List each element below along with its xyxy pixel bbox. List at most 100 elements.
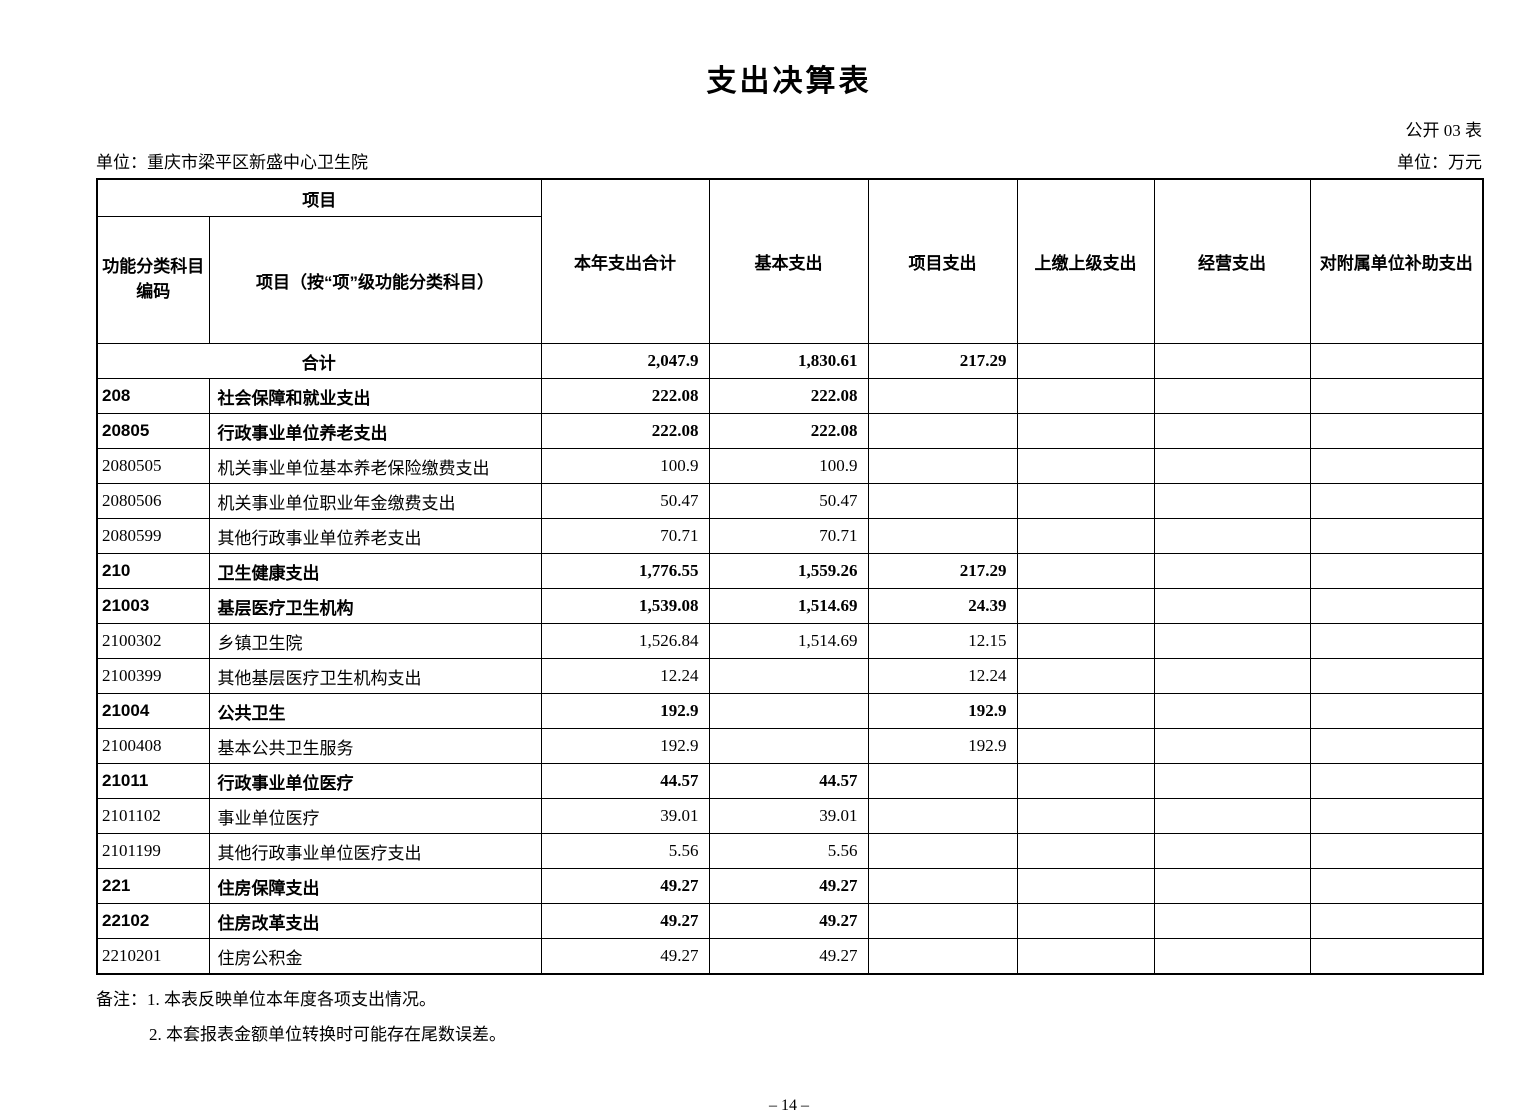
- cell-operating: [1153, 693, 1311, 729]
- cell-subsidy: [1309, 483, 1484, 519]
- cell-basic: 70.71: [708, 518, 869, 554]
- cell-upper: [1016, 378, 1155, 414]
- cell-total: 1,526.84: [540, 623, 710, 659]
- cell-upper: [1016, 798, 1155, 834]
- cell-total: 192.9: [540, 728, 710, 764]
- cell-total: 1,776.55: [540, 553, 710, 589]
- header-project-group: 项目: [96, 178, 542, 217]
- cell-upper: [1016, 483, 1155, 519]
- cell-project: [867, 483, 1018, 519]
- cell-total: 2,047.9: [540, 343, 710, 379]
- cell-total: 49.27: [540, 868, 710, 904]
- cell-upper: [1016, 903, 1155, 939]
- cell-subsidy: [1309, 938, 1484, 975]
- cell-subsidy: [1309, 868, 1484, 904]
- table-row: 21004 公共卫生 192.9 192.9: [96, 693, 1484, 729]
- cell-project: 217.29: [867, 343, 1018, 379]
- table-row: 21003 基层医疗卫生机构 1,539.08 1,514.69 24.39: [96, 588, 1484, 624]
- cell-subsidy: [1309, 763, 1484, 799]
- cell-project: 192.9: [867, 693, 1018, 729]
- unit-row: 单位：重庆市梁平区新盛中心卫生院 单位：万元: [96, 148, 1482, 173]
- table-row: 2101199 其他行政事业单位医疗支出 5.56 5.56: [96, 833, 1484, 869]
- cell-upper: [1016, 763, 1155, 799]
- cell-project: [867, 518, 1018, 554]
- cell-total: 1,539.08: [540, 588, 710, 624]
- cell-project: 12.24: [867, 658, 1018, 694]
- cell-code: 2080506: [96, 483, 210, 519]
- cell-basic: 49.27: [708, 868, 869, 904]
- table-row: 2101102 事业单位医疗 39.01 39.01: [96, 798, 1484, 834]
- cell-subsidy: [1309, 588, 1484, 624]
- header-col-total: 本年支出合计: [540, 178, 710, 344]
- cell-operating: [1153, 378, 1311, 414]
- header-col-operating: 经营支出: [1153, 178, 1311, 344]
- cell-upper: [1016, 728, 1155, 764]
- cell-operating: [1153, 903, 1311, 939]
- table-row: 221 住房保障支出 49.27 49.27: [96, 868, 1484, 904]
- expenditure-table: 项目 本年支出合计 基本支出 项目支出 上缴上级支出 经营支出 对附属单位补助支…: [96, 178, 1484, 975]
- cell-total: 100.9: [540, 448, 710, 484]
- cell-basic: 100.9: [708, 448, 869, 484]
- cell-code: 22102: [96, 903, 210, 939]
- cell-total: 50.47: [540, 483, 710, 519]
- cell-code: 221: [96, 868, 210, 904]
- header-col-project-exp: 项目支出: [867, 178, 1018, 344]
- cell-project: [867, 833, 1018, 869]
- cell-operating: [1153, 728, 1311, 764]
- header-col-code: 功能分类科目 编码: [96, 216, 210, 344]
- table-row: 2080506 机关事业单位职业年金缴费支出 50.47 50.47: [96, 483, 1484, 519]
- cell-upper: [1016, 448, 1155, 484]
- cell-upper: [1016, 553, 1155, 589]
- cell-basic: [708, 693, 869, 729]
- cell-upper: [1016, 518, 1155, 554]
- cell-name: 行政事业单位医疗: [208, 763, 542, 799]
- note-line-2: 2. 本套报表金额单位转换时可能存在尾数误差。: [149, 1024, 506, 1044]
- cell-operating: [1153, 413, 1311, 449]
- cell-name: 其他基层医疗卫生机构支出: [208, 658, 542, 694]
- cell-total: 12.24: [540, 658, 710, 694]
- cell-name: 公共卫生: [208, 693, 542, 729]
- cell-operating: [1153, 448, 1311, 484]
- header-col-project-detail: 项目（按“项”级功能分类科目）: [208, 216, 542, 344]
- cell-code: 2100302: [96, 623, 210, 659]
- cell-upper: [1016, 693, 1155, 729]
- cell-project: 217.29: [867, 553, 1018, 589]
- cell-operating: [1153, 588, 1311, 624]
- unit-measure-label: 单位：万元: [1397, 153, 1482, 172]
- header-row-2: 功能分类科目 编码 项目（按“项”级功能分类科目）: [96, 216, 1483, 344]
- cell-total: 39.01: [540, 798, 710, 834]
- cell-code: 210: [96, 553, 210, 589]
- table-row: 2080505 机关事业单位基本养老保险缴费支出 100.9 100.9: [96, 448, 1484, 484]
- table-row: 2100399 其他基层医疗卫生机构支出 12.24 12.24: [96, 658, 1484, 694]
- cell-total: 49.27: [540, 903, 710, 939]
- cell-code: 208: [96, 378, 210, 414]
- table-row: 22102 住房改革支出 49.27 49.27: [96, 903, 1484, 939]
- cell-code: 2100408: [96, 728, 210, 764]
- cell-operating: [1153, 343, 1311, 379]
- cell-subsidy: [1309, 798, 1484, 834]
- cell-upper: [1016, 938, 1155, 975]
- cell-subsidy: [1309, 623, 1484, 659]
- cell-basic: 39.01: [708, 798, 869, 834]
- cell-code: 2080599: [96, 518, 210, 554]
- cell-basic: 49.27: [708, 938, 869, 975]
- cell-name: 基层医疗卫生机构: [208, 588, 542, 624]
- cell-project: [867, 938, 1018, 975]
- cell-upper: [1016, 868, 1155, 904]
- table-body: 合计 2,047.9 1,830.61 217.29 208 社会保障和就业支出 222.0…: [96, 343, 1484, 975]
- cell-operating: [1153, 938, 1311, 975]
- cell-project: 192.9: [867, 728, 1018, 764]
- cell-name: 机关事业单位基本养老保险缴费支出: [208, 448, 542, 484]
- cell-project: [867, 868, 1018, 904]
- cell-total: 49.27: [540, 938, 710, 975]
- cell-name: 乡镇卫生院: [208, 623, 542, 659]
- cell-operating: [1153, 658, 1311, 694]
- cell-basic: 1,830.61: [708, 343, 869, 379]
- cell-name: 合计: [96, 343, 542, 379]
- cell-code: 2101199: [96, 833, 210, 869]
- note-line-1: 备注：1. 本表反映单位本年度各项支出情况。: [96, 990, 436, 1009]
- cell-subsidy: [1309, 693, 1484, 729]
- cell-basic: 44.57: [708, 763, 869, 799]
- cell-code: 21003: [96, 588, 210, 624]
- cell-operating: [1153, 483, 1311, 519]
